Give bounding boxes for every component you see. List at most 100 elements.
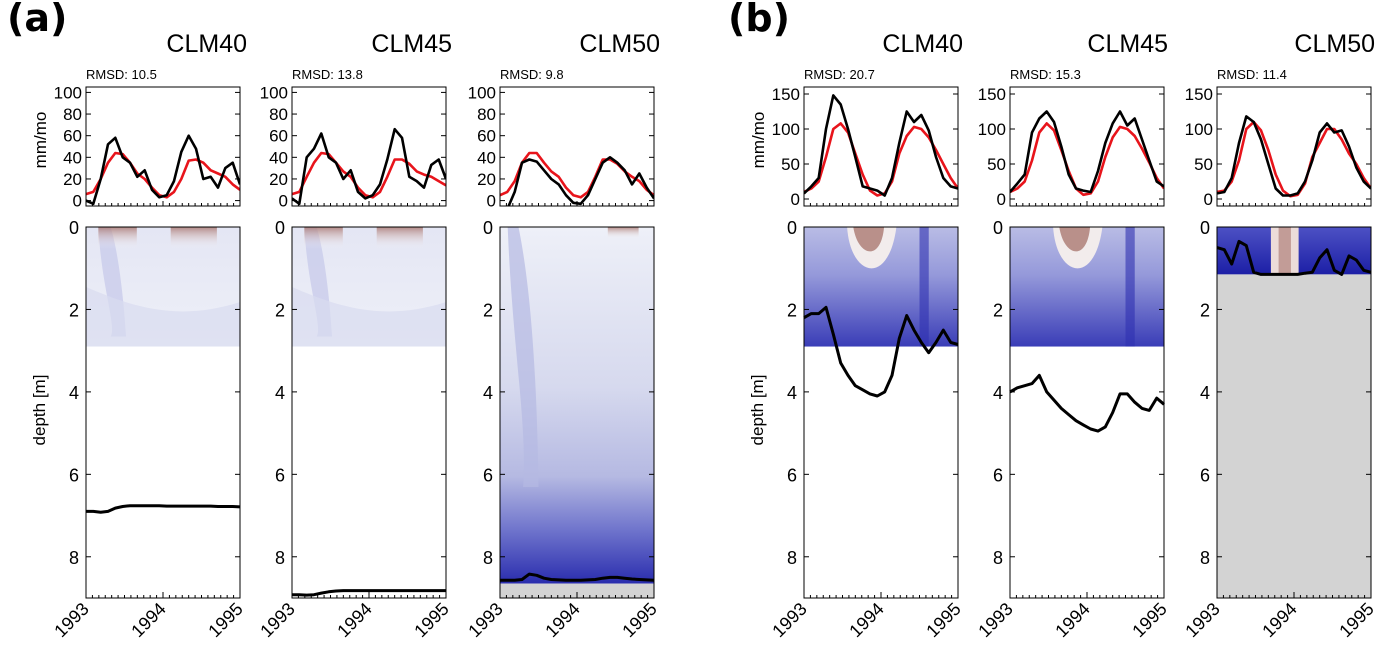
- y-tick-label: 50: [987, 155, 1006, 174]
- x-tick-label: 1995: [1335, 599, 1377, 641]
- no-data-fill: [1217, 274, 1371, 598]
- y-tick-label: 0: [69, 218, 79, 238]
- y-tick-label: 0: [1204, 190, 1213, 209]
- y-tick-label: 0: [993, 218, 1003, 238]
- dry-anomaly: [170, 227, 217, 249]
- y-tick-label: 40: [269, 148, 288, 167]
- y-tick-label: 150: [772, 85, 800, 104]
- y-tick-label: 0: [997, 190, 1006, 209]
- y-tick-label: 6: [1200, 465, 1210, 485]
- x-tick-label: 1994: [1051, 599, 1093, 641]
- water-table-line: [292, 589, 446, 597]
- rmsd-label: RMSD: 20.7: [804, 67, 875, 82]
- y-tick-label: 0: [487, 192, 496, 211]
- x-tick-label: 1993: [256, 599, 298, 641]
- panel-title: CLM45: [371, 30, 452, 58]
- y-tick-label: 0: [787, 218, 797, 238]
- model-line: [1217, 120, 1371, 198]
- chart-panel: 0 20 40 60 80 100 0 2 4 6 8 1993 1994 1995: [464, 83, 660, 641]
- panel-title: CLM50: [579, 30, 660, 58]
- model-line: [500, 151, 654, 199]
- y-tick-label: 40: [63, 148, 82, 167]
- y-tick-label: 0: [275, 218, 285, 238]
- water-table-line: [500, 572, 655, 582]
- y-tick-label: 0: [483, 218, 493, 238]
- x-tick-label: 1994: [541, 599, 583, 641]
- x-tick-label: 1993: [464, 599, 506, 641]
- y-tick-label: 2: [787, 300, 797, 320]
- y-tick-label: 8: [1200, 548, 1210, 568]
- model-line: [86, 151, 240, 199]
- panel-title: CLM40: [882, 30, 963, 58]
- y-tick-label: 60: [477, 127, 496, 146]
- panel-title: CLM40: [166, 30, 247, 58]
- y-tick-label: 80: [63, 105, 82, 124]
- y-tick-label: 2: [483, 300, 493, 320]
- y-tick-label: 100: [978, 120, 1006, 139]
- y-tick-label: 0: [73, 192, 82, 211]
- dry-anomaly: [1059, 227, 1091, 252]
- rmsd-label: RMSD: 15.3: [1010, 67, 1081, 82]
- water-table-line: [1009, 373, 1165, 433]
- y-tick-label: 6: [483, 465, 493, 485]
- y-tick-label: 4: [993, 383, 1003, 403]
- panel-label-a: (a): [7, 0, 68, 40]
- y-tick-label: 2: [69, 300, 79, 320]
- y-tick-label: 50: [781, 155, 800, 174]
- y-tick-label: 4: [1200, 383, 1210, 403]
- y-tick-label: 100: [772, 120, 800, 139]
- y-tick-label: 8: [483, 548, 493, 568]
- y-tick-label: 8: [69, 548, 79, 568]
- y-tick-label: 20: [269, 170, 288, 189]
- x-tick-label: 1995: [618, 599, 660, 641]
- wet-layer: [292, 287, 446, 347]
- model-line: [804, 122, 958, 197]
- y-tick-label: 6: [787, 465, 797, 485]
- axes-frame: [499, 86, 655, 207]
- y-tick-label: 60: [269, 127, 288, 146]
- y-tick-label: 0: [791, 190, 800, 209]
- x-tick-label: 1995: [1128, 599, 1170, 641]
- y-tick-label: 4: [275, 383, 285, 403]
- y-tick-label: 4: [787, 383, 797, 403]
- dry-anomaly: [853, 227, 885, 252]
- y-tick-label: 8: [993, 548, 1003, 568]
- y-tick-label: 20: [477, 170, 496, 189]
- y-tick-label: 100: [1185, 120, 1213, 139]
- y-tick-label: 0: [1200, 218, 1210, 238]
- y-tick-label: 6: [993, 465, 1003, 485]
- dry-anomaly: [376, 227, 423, 249]
- dry-anomaly: [98, 227, 137, 249]
- panel-label-b: (b): [728, 0, 790, 40]
- y-tick-label: 100: [468, 83, 496, 102]
- chart-panel: 0 20 40 60 80 100 0 2 4 6 8 1993 1994 1995: [256, 83, 452, 641]
- chart-panel: 0 20 40 60 80 100 0 2 4 6 8 1993 1994 1995: [50, 83, 246, 641]
- y-tick-label: 6: [275, 465, 285, 485]
- y-tick-label: 6: [69, 465, 79, 485]
- x-tick-label: 1993: [768, 599, 810, 641]
- no-data-fill: [500, 583, 654, 598]
- x-tick-label: 1993: [974, 599, 1016, 641]
- y-tick-label: 2: [1200, 300, 1210, 320]
- model-line: [292, 151, 446, 199]
- y-tick-label: 60: [63, 127, 82, 146]
- water-table-line: [1216, 239, 1372, 276]
- rmsd-label: RMSD: 13.8: [292, 67, 363, 82]
- y-tick-label: 150: [978, 85, 1006, 104]
- x-tick-label: 1995: [204, 599, 246, 641]
- chart-panel: 0 50 100 150 0 2 4 6 8 1993 1994 1995: [974, 85, 1170, 641]
- x-tick-label: 1993: [50, 599, 92, 641]
- wet-layer: [86, 287, 240, 347]
- y-tick-label: 4: [483, 383, 493, 403]
- x-tick-label: 1994: [127, 599, 169, 641]
- x-tick-label: 1994: [1258, 599, 1300, 641]
- rmsd-label: RMSD: 11.4: [1217, 67, 1287, 82]
- rmsd-label: RMSD: 10.5: [86, 67, 157, 82]
- y-tick-label: 8: [275, 548, 285, 568]
- observed-line: [86, 134, 240, 206]
- observed-line: [1217, 115, 1371, 197]
- x-tick-label: 1993: [1181, 599, 1223, 641]
- x-tick-label: 1994: [333, 599, 375, 641]
- rmsd-label: RMSD: 9.8: [500, 67, 564, 82]
